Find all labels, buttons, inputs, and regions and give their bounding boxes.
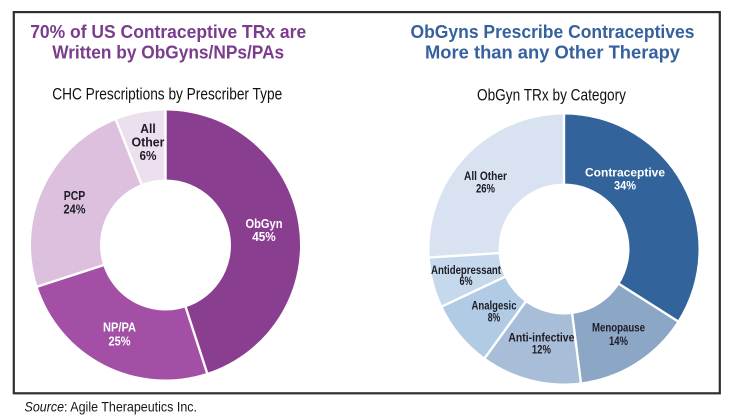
svg-text:Analgesic: Analgesic (472, 299, 517, 313)
svg-text:45%: 45% (252, 229, 276, 244)
svg-text:ObGyn TRx by Category: ObGyn TRx by Category (477, 86, 626, 105)
svg-text:70% of US Contraceptive TRx ar: 70% of US Contraceptive TRx are (30, 22, 306, 42)
svg-text:Written by ObGyns/NPs/PAs: Written by ObGyns/NPs/PAs (52, 43, 284, 63)
svg-text:NP/PA: NP/PA (103, 320, 137, 335)
svg-text:Antidepressant: Antidepressant (431, 263, 501, 277)
svg-text:6%: 6% (460, 274, 473, 288)
svg-text:CHC Prescriptions by Prescribe: CHC Prescriptions by Prescriber Type (52, 85, 282, 104)
svg-text:25%: 25% (109, 334, 131, 349)
svg-text:14%: 14% (609, 334, 628, 348)
svg-text:Anti-infective: Anti-infective (508, 331, 574, 345)
svg-text:More than any Other Therapy: More than any Other Therapy (425, 43, 680, 63)
svg-text:Menopause: Menopause (592, 321, 645, 335)
svg-text:Source: Agile Therapeutics Inc: Source: Agile Therapeutics Inc. (25, 399, 198, 415)
svg-text:8%: 8% (488, 311, 501, 325)
svg-text:6%: 6% (140, 148, 157, 163)
svg-text:Other: Other (132, 135, 165, 150)
svg-text:All Other: All Other (464, 169, 507, 183)
svg-text:Contraceptive: Contraceptive (585, 166, 665, 180)
svg-text:12%: 12% (532, 343, 551, 357)
svg-text:26%: 26% (476, 182, 495, 196)
svg-text:24%: 24% (64, 202, 86, 217)
svg-text:ObGyn: ObGyn (246, 216, 283, 231)
svg-text:34%: 34% (614, 179, 636, 193)
svg-text:ObGyns Prescribe Contraceptive: ObGyns Prescribe Contraceptives (411, 22, 695, 42)
svg-text:All: All (140, 121, 156, 136)
svg-text:PCP: PCP (64, 188, 86, 203)
